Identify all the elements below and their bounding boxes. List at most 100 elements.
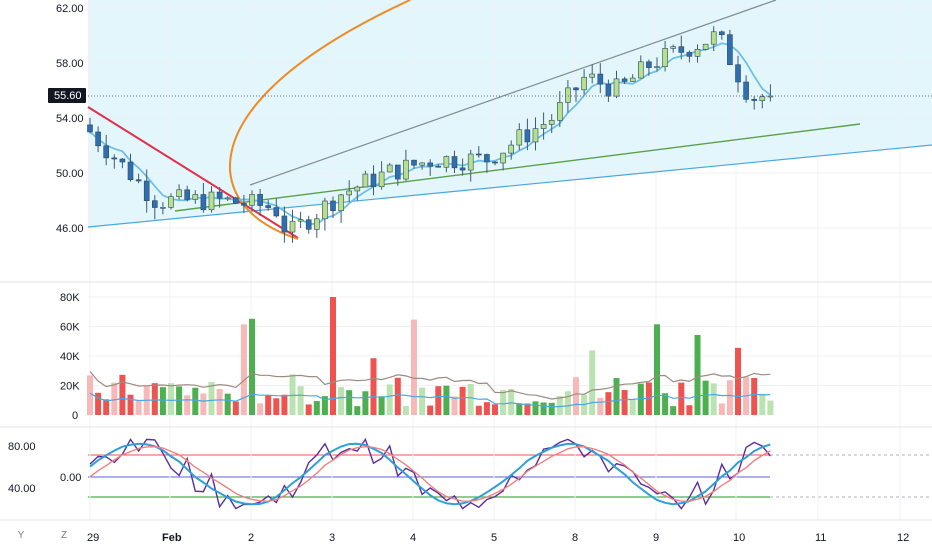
volume-bar bbox=[467, 384, 474, 415]
price-tick-label: 58.00 bbox=[56, 58, 84, 70]
volume-bar bbox=[119, 374, 126, 415]
oscillator-tick-label: 0.00 bbox=[60, 472, 81, 484]
volume-bars bbox=[87, 297, 774, 415]
candle-body bbox=[621, 78, 628, 82]
candle-body bbox=[670, 46, 677, 49]
candle-body bbox=[718, 31, 725, 35]
volume-bar bbox=[556, 396, 563, 415]
candle-body bbox=[216, 191, 223, 199]
volume-bar bbox=[265, 394, 272, 415]
volume-bar bbox=[135, 400, 142, 415]
volume-bar bbox=[232, 401, 239, 415]
candle-body bbox=[322, 200, 328, 220]
corner-button-z[interactable]: Z bbox=[60, 530, 68, 541]
volume-bar bbox=[508, 389, 515, 415]
candle-body bbox=[613, 78, 620, 97]
oscillator-tick-label: 80.00 bbox=[8, 441, 36, 453]
candle-body bbox=[605, 83, 612, 97]
time-grid bbox=[89, 0, 901, 520]
volume-bar bbox=[216, 389, 223, 415]
trendline-green[interactable] bbox=[174, 123, 861, 212]
candle-body bbox=[427, 162, 434, 167]
candle-body bbox=[370, 173, 377, 188]
candle-body bbox=[289, 220, 296, 233]
candle-body bbox=[540, 124, 547, 129]
volume-bar bbox=[289, 374, 296, 415]
volume-bar bbox=[305, 404, 312, 415]
candles bbox=[87, 26, 774, 243]
candle-body bbox=[532, 128, 539, 143]
candle-body bbox=[273, 207, 280, 217]
volume-bar bbox=[184, 395, 191, 415]
oscillator-series-1 bbox=[89, 437, 771, 510]
volume-tick-label: 0 bbox=[72, 410, 78, 422]
volume-ma-path-2 bbox=[89, 392, 771, 408]
volume-bar bbox=[492, 404, 498, 415]
candle-body bbox=[662, 48, 668, 67]
candle-body bbox=[459, 167, 466, 171]
candle-body bbox=[710, 31, 717, 45]
volume-bar bbox=[483, 402, 490, 415]
volume-bar bbox=[662, 393, 669, 415]
volume-bar bbox=[419, 387, 426, 415]
time-tick-label: 8 bbox=[572, 532, 578, 544]
candle-body bbox=[160, 207, 166, 209]
volume-bar bbox=[475, 405, 482, 415]
candle-body bbox=[297, 219, 304, 222]
volume-bar bbox=[346, 390, 353, 415]
time-tick-label: 9 bbox=[653, 532, 659, 544]
candle-body bbox=[394, 164, 401, 180]
candle-body bbox=[152, 200, 158, 208]
volume-bar bbox=[330, 297, 336, 415]
volume-tick-label: 40K bbox=[60, 351, 80, 363]
volume-tick-label: 20K bbox=[60, 381, 80, 393]
candle-body bbox=[111, 157, 118, 160]
time-tick-label: 4 bbox=[410, 532, 416, 544]
candle-body bbox=[305, 219, 312, 230]
parabolic-curve-orange[interactable] bbox=[228, 0, 411, 240]
volume-bar bbox=[654, 324, 660, 415]
volume-bar bbox=[338, 387, 345, 415]
time-tick-label: Feb bbox=[162, 532, 182, 544]
volume-bar bbox=[103, 399, 110, 415]
last-price-label: 55.60 bbox=[54, 90, 82, 102]
trendline-lower-blue[interactable] bbox=[87, 144, 932, 228]
candle-body bbox=[386, 164, 393, 173]
volume-bar bbox=[629, 398, 636, 415]
volume-bar bbox=[751, 378, 758, 415]
trendline-red[interactable] bbox=[87, 106, 299, 239]
candle-body bbox=[346, 190, 353, 196]
volume-bar bbox=[670, 406, 677, 415]
volume-bar bbox=[427, 405, 434, 415]
volume-bar bbox=[686, 405, 693, 415]
volume-bar bbox=[573, 377, 579, 415]
candle-body bbox=[313, 218, 320, 230]
candle-body bbox=[265, 205, 272, 208]
candle-body bbox=[694, 49, 701, 57]
candle-body bbox=[686, 52, 693, 57]
candle-body bbox=[589, 73, 596, 78]
candle-body bbox=[565, 87, 571, 103]
price-grid bbox=[88, 7, 932, 229]
volume-bar bbox=[111, 382, 118, 415]
candle-body bbox=[646, 61, 652, 68]
volume-bar bbox=[281, 394, 288, 415]
volume-bar bbox=[87, 375, 93, 415]
volume-bar bbox=[500, 390, 507, 415]
corner-button-y[interactable]: Y bbox=[17, 530, 25, 541]
time-tick-label: 11 bbox=[815, 532, 826, 544]
volume-bar bbox=[378, 396, 385, 415]
volume-bar bbox=[208, 382, 215, 415]
candle-body bbox=[759, 96, 766, 101]
volume-bar bbox=[386, 384, 393, 415]
volume-bar bbox=[257, 403, 264, 415]
time-tick-label: 12 bbox=[897, 532, 909, 544]
candle-body bbox=[751, 99, 758, 101]
volume-bar bbox=[200, 393, 207, 415]
candle-body bbox=[484, 154, 490, 163]
candle-body bbox=[233, 197, 239, 204]
time-tick-label: 10 bbox=[733, 532, 745, 544]
time-tick-label: 29 bbox=[87, 532, 99, 544]
trendline-upper-gray[interactable] bbox=[249, 0, 777, 186]
